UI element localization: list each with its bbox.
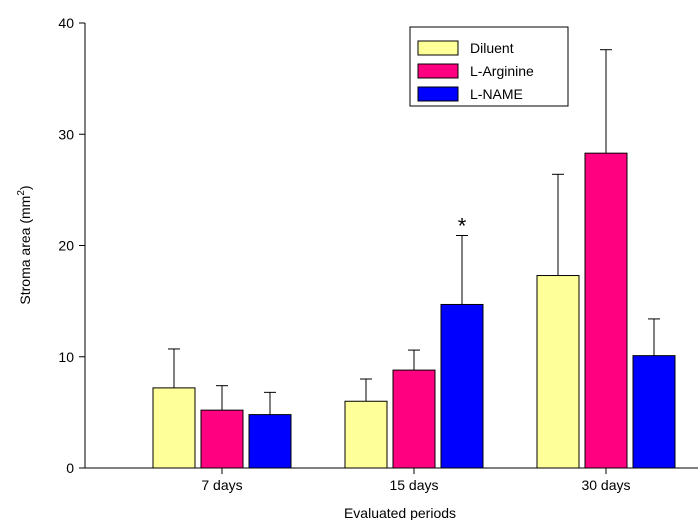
legend-label: Diluent [470,40,514,56]
bar-l-arginine-30-days [584,152,628,469]
y-tick-label: 40 [58,15,74,31]
x-tick-label: 7 days [201,477,242,493]
y-axis-title: Stroma area (mm2) [16,185,33,304]
bar-diluent-15-days [344,400,388,469]
bar-l-name-15-days [440,303,484,469]
y-tick-label: 20 [58,238,74,254]
bar-l-arginine-7-days [200,409,244,469]
legend-label: L-NAME [470,86,523,102]
bar-l-name-30-days [632,355,676,469]
x-ticks: 7 days 15 days 30 days [201,468,631,493]
bar-l-arginine-15-days [392,369,436,469]
legend-items: Diluent L-Arginine L-NAME [417,40,534,102]
x-tick-label: 30 days [581,477,630,493]
bar-diluent-7-days [152,387,196,469]
x-tick-label: 15 days [389,477,438,493]
y-axis-title-main: Stroma area (mm [17,196,33,305]
legend: Diluent L-Arginine L-NAME [409,26,569,107]
x-axis-title: Evaluated periods [344,505,456,520]
y-tick-label: 30 [58,126,74,142]
legend-swatch [417,86,459,102]
legend-label: L-Arginine [470,63,534,79]
y-axis-title-superscript: 2 [16,190,27,196]
error-bars [168,49,660,415]
bar-l-name-7-days [248,414,292,469]
y-tick-label: 0 [66,460,74,476]
bars [152,152,676,469]
legend-swatch [417,40,459,56]
y-tick-label: 10 [58,349,74,365]
significance-marker: * [458,213,467,238]
annotations: * [458,213,467,238]
y-ticks: 0 10 20 30 40 [58,15,85,476]
bar-diluent-30-days [536,275,580,469]
legend-swatch [417,63,459,79]
y-axis-title-suffix: ) [17,185,33,190]
